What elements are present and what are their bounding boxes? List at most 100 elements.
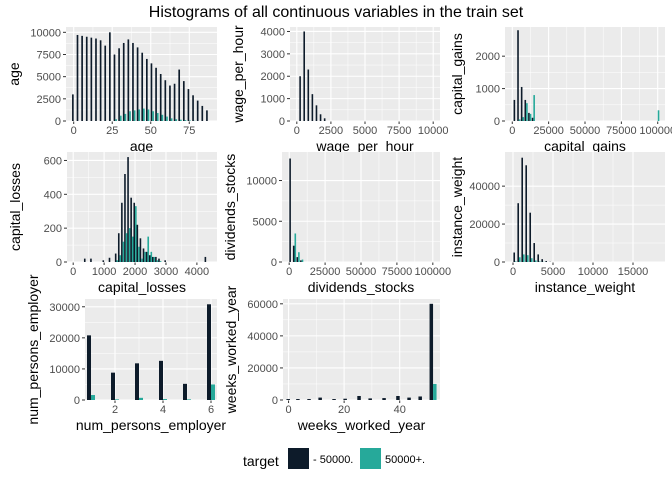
bar-below-50000: [531, 117, 534, 121]
panel-background: [505, 152, 665, 262]
bar-below-50000: [111, 372, 115, 400]
y-axis-title: capital_losses: [7, 163, 23, 251]
x-axis-title: age: [130, 138, 154, 154]
bar-below-50000: [159, 74, 162, 121]
bar-below-50000: [343, 398, 347, 400]
bar-below-50000: [318, 397, 322, 400]
bar-below-50000: [296, 399, 300, 400]
y-tick-label: 400: [44, 189, 62, 201]
y-axis-title: weeks_worked_year: [223, 285, 239, 414]
bar-below-50000: [151, 256, 154, 262]
bar-below-50000: [315, 105, 318, 121]
y-tick-label: 5000: [253, 216, 277, 228]
y-tick-label: 20000: [247, 363, 278, 375]
bar-above-50000: [91, 395, 95, 400]
bar-above-50000: [129, 111, 131, 121]
y-tick-label: 1000: [261, 94, 285, 106]
bar-below-50000: [85, 36, 88, 122]
x-tick-label: 40: [394, 404, 406, 416]
y-tick-label: 10000: [246, 176, 277, 188]
chart-title: Histograms of all continuous variables i…: [149, 4, 524, 21]
x-tick-label: 75000: [606, 125, 637, 137]
legend-swatch-below-50000: [288, 448, 309, 469]
y-tick-label: 2500: [37, 94, 61, 106]
bar-below-50000: [357, 395, 361, 400]
bar-below-50000: [108, 257, 111, 262]
bar-above-50000: [115, 399, 119, 400]
bar-above-50000: [139, 397, 143, 400]
bar-below-50000: [521, 157, 523, 262]
bar-above-50000: [298, 252, 300, 262]
bar-above-50000: [124, 113, 127, 121]
bar-below-50000: [155, 67, 157, 121]
bar-above-50000: [115, 119, 117, 121]
bar-below-50000: [169, 85, 171, 121]
bar-above-50000: [211, 384, 215, 400]
y-tick-label: 30000: [49, 302, 80, 314]
bar-below-50000: [121, 202, 123, 262]
bar-below-50000: [307, 69, 310, 121]
bar-below-50000: [319, 114, 322, 121]
y-tick-label: 1000: [476, 84, 500, 96]
bar-above-50000: [294, 233, 297, 262]
bar-below-50000: [164, 260, 166, 262]
x-tick-label: 25: [106, 125, 118, 137]
x-tick-label: 15000: [618, 266, 649, 278]
bar-below-50000: [114, 253, 117, 262]
bar-above-50000: [152, 111, 154, 121]
y-tick-label: 3000: [261, 49, 285, 61]
legend: target - 50000. 50000+.: [243, 448, 425, 469]
bar-above-50000: [522, 117, 525, 121]
x-tick-label: 3000: [154, 266, 178, 278]
x-tick-label: 0: [70, 266, 76, 278]
x-tick-label: 0: [285, 404, 291, 416]
bar-above-50000: [144, 251, 146, 262]
x-tick-label: 100000: [639, 125, 672, 137]
x-tick-label: 4000: [185, 266, 209, 278]
x-tick-label: 50000: [570, 125, 601, 137]
bar-below-50000: [396, 395, 400, 400]
y-tick-label: 0: [271, 257, 277, 269]
x-axis-title: capital_losses: [98, 279, 186, 295]
bar-below-50000: [407, 397, 411, 400]
panel-wage: 0 2500 5000 7500 10000 0 1000 2000 3000 4000 wage_…: [230, 25, 448, 154]
bar-above-50000: [523, 254, 525, 262]
x-axis-title: instance_weight: [535, 279, 636, 295]
x-axis-title: weeks_worked_year: [297, 417, 426, 433]
bar-below-50000: [332, 399, 336, 400]
bar-below-50000: [127, 39, 130, 121]
bar-above-50000: [135, 206, 137, 262]
bar-below-50000: [323, 118, 326, 121]
x-tick-label: 75: [183, 125, 195, 137]
x-tick-label: 10000: [578, 266, 609, 278]
bar-below-50000: [158, 258, 160, 262]
bar-below-50000: [517, 203, 519, 262]
x-axis-title: wage_per_hour: [315, 138, 414, 154]
bar-above-50000: [529, 113, 532, 121]
legend-label-below-50000: - 50000.: [313, 454, 353, 466]
bar-below-50000: [299, 76, 301, 121]
y-tick-label: 0: [272, 395, 278, 407]
bar-above-50000: [535, 260, 537, 262]
x-tick-label: 50: [145, 125, 157, 137]
bar-below-50000: [72, 94, 74, 121]
bar-above-50000: [156, 260, 159, 262]
y-tick-label: 0: [55, 116, 61, 128]
bar-below-50000: [102, 260, 105, 262]
bar-below-50000: [525, 165, 527, 262]
bar-below-50000: [76, 34, 79, 121]
legend-swatch-above-50000: [360, 448, 381, 469]
bar-below-50000: [118, 48, 120, 121]
y-tick-label: 4000: [261, 26, 285, 38]
y-tick-label: 5000: [37, 72, 61, 84]
x-tick-label: 0: [510, 266, 516, 278]
bar-below-50000: [196, 100, 199, 121]
bar-below-50000: [164, 80, 167, 121]
x-tick-label: 2500: [319, 125, 343, 137]
panel-dividends: 0 25000 50000 75000 100000 0 5000 10000 dividend…: [222, 152, 451, 295]
y-axis-title: dividends_stocks: [222, 154, 238, 261]
bar-above-50000: [301, 259, 304, 262]
x-tick-label: 10000: [418, 125, 449, 137]
bar-below-50000: [183, 383, 187, 400]
bar-below-50000: [520, 86, 523, 121]
